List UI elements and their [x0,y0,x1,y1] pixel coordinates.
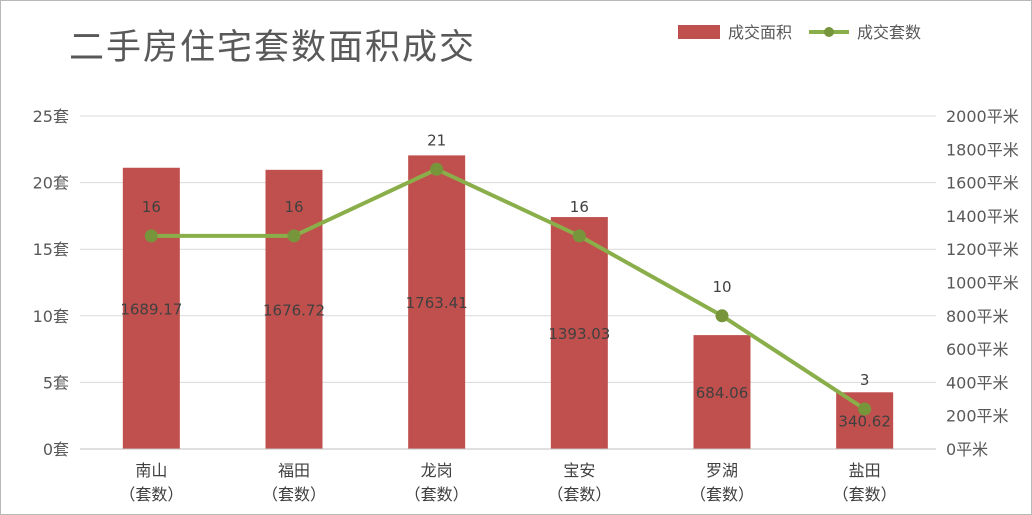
y-right-tick-label: 600平米 [946,340,1009,359]
bar [408,155,466,449]
x-tick-label: 龙岗 [421,461,453,480]
line-value-label: 16 [284,198,303,216]
y-right-tick-label: 400平米 [946,373,1009,392]
series-line [149,167,867,412]
y-left-tick-label: 5套 [43,373,69,392]
legend: 成交面积 成交套数 [678,23,921,42]
y-right-tick-label: 200平米 [946,407,1009,426]
bar-value-label: 1689.17 [120,300,182,318]
line-value-label: 16 [570,198,589,216]
bar-value-label: 340.62 [838,413,891,431]
line-value-label: 16 [142,198,161,216]
axes: 0套 5套 10套 15套 20套 25套 0平米 200平米 400平米 600平米 800平米 1… [33,107,1019,504]
y-left-tick-label: 25套 [33,107,69,126]
legend-swatch-bar [678,25,720,39]
line-point [430,162,444,176]
x-tick-label: 宝安 [563,461,595,480]
y-left-tick-label: 20套 [33,174,69,193]
x-tick-label: （套数） [690,485,754,504]
bar-value-label: 684.06 [696,384,749,402]
legend-swatch-marker [824,27,834,37]
data-labels: 1689.17 1676.72 1763.41 1393.03 684.06 340.62… [120,131,891,430]
bar-value-label: 1393.03 [548,325,610,343]
line-point [715,309,729,323]
bar-value-label: 1676.72 [263,301,325,319]
y-right-tick-label: 1800平米 [946,140,1019,159]
x-tick-label: （套数） [833,485,897,504]
line-point [287,229,301,243]
gridlines [80,115,936,383]
bar-series [122,155,894,450]
y-left-tick-label: 15套 [33,240,69,259]
x-tick-label: 福田 [278,461,310,480]
y-right-tick-label: 1000平米 [946,274,1019,293]
line-point [144,229,158,243]
chart-title: 二手房住宅套数面积成交 [69,28,476,68]
bar [550,217,608,449]
y-right-tick-label: 800平米 [946,307,1009,326]
line-point [858,402,872,416]
bar [122,167,180,450]
x-tick-label: 南山 [135,461,167,480]
y-right-tick-label: 0平米 [946,440,988,459]
line-series [144,162,872,416]
bar [265,169,323,450]
line-point [572,229,586,243]
line-value-label: 3 [860,371,870,389]
y-left-tick-label: 10套 [33,307,69,326]
y-right-tick-label: 1400平米 [946,207,1019,226]
x-tick-label: （套数） [262,485,326,504]
x-tick-label: 罗湖 [706,461,738,480]
y-right-tick-label: 1600平米 [946,174,1019,193]
line-value-label: 10 [712,278,731,296]
x-tick-label: （套数） [405,485,469,504]
bar [836,392,894,449]
line-value-label: 21 [427,131,446,149]
x-tick-label: 盐田 [849,461,881,480]
bar [693,335,751,449]
bar-value-label: 1763.41 [406,294,468,312]
y-left-tick-label: 0套 [43,440,69,459]
y-right-tick-label: 2000平米 [946,107,1019,126]
legend-label: 成交面积 [728,23,792,42]
x-tick-label: （套数） [547,485,611,504]
x-tick-label: （套数） [119,485,183,504]
legend-label: 成交套数 [857,23,921,42]
y-right-tick-label: 1200平米 [946,240,1019,259]
